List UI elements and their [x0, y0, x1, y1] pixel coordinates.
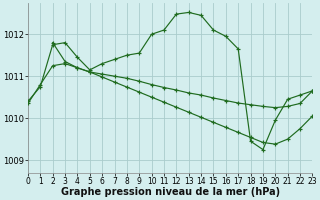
X-axis label: Graphe pression niveau de la mer (hPa): Graphe pression niveau de la mer (hPa): [60, 187, 280, 197]
